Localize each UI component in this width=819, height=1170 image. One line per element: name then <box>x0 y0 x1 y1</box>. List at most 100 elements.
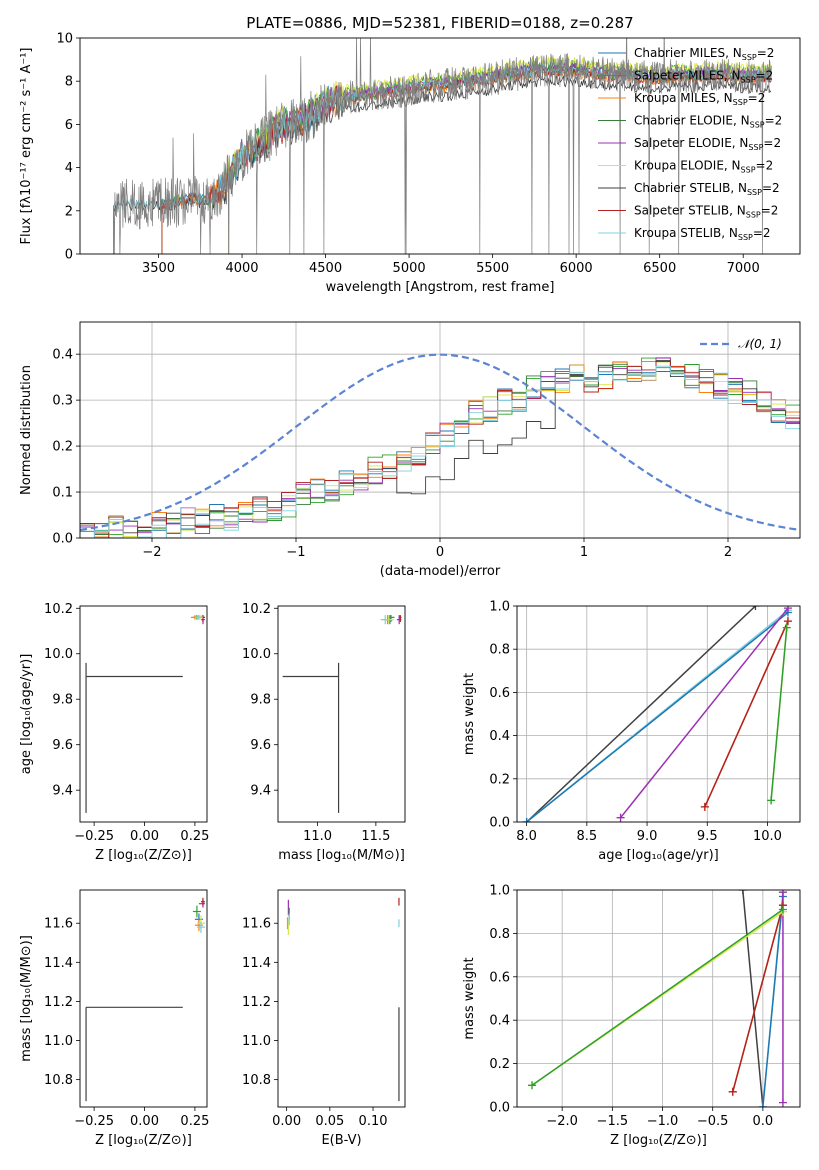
y-tick-label: 8 <box>65 75 73 90</box>
y-tick-label: 10.8 <box>242 1073 271 1088</box>
y-tick-label: 11.0 <box>44 1034 73 1049</box>
legend-label-sub: SSP <box>742 53 757 62</box>
legend-label-suffix: =2 <box>762 181 780 195</box>
weight-line <box>531 908 784 1086</box>
x-tick-label: 11.0 <box>303 829 332 844</box>
mass_vs_EBV-frame <box>277 889 406 1108</box>
age_vs_Z-axes: −0.25 0.00 0.25 9.4 9.6 9.8 10.0 10.2 Z [log₁₀(Z… <box>19 602 209 863</box>
x-axis-label: wavelength [Angstrom, rest frame] <box>326 280 555 295</box>
legend-label: Chabrier MILES, NSSP=2 <box>634 46 774 62</box>
x-tick-label: −1 <box>286 545 305 560</box>
y-tick-label: 10.2 <box>242 602 271 617</box>
y-tick-label: 0.1 <box>52 486 73 501</box>
legend-label: Kroupa ELODIE, NSSP=2 <box>634 159 773 175</box>
y-tick-label: 0.0 <box>489 816 510 831</box>
legend-label-main: Salpeter ELODIE, N <box>634 136 748 150</box>
y-tick-label: 0.6 <box>489 686 510 701</box>
legend-label-main: Kroupa MILES, N <box>634 91 733 105</box>
legend-label-main: Chabrier STELIB, N <box>634 181 747 195</box>
y-tick-label: 0.4 <box>489 1014 510 1029</box>
errorbar-point <box>196 921 205 934</box>
legend-label: Chabrier ELODIE, NSSP=2 <box>634 114 782 130</box>
legend-label-suffix: =2 <box>756 69 774 83</box>
y-tick-label: 1.0 <box>489 600 510 615</box>
residuals-histogram-line <box>80 361 800 538</box>
legend-label-main: Kroupa ELODIE, N <box>634 159 741 173</box>
weight-line <box>770 627 788 801</box>
age_vs_mass-frame <box>277 605 406 823</box>
x-axis-label: (data-model)/error <box>380 564 501 579</box>
spectrum-axes: 3500 4000 4500 5000 5500 6000 6500 7000 0 2 4 6 8 10 w… <box>19 32 760 296</box>
errorbar-point <box>194 615 203 620</box>
x-tick-label: 6000 <box>560 261 593 276</box>
y-axis-label: age [log₁₀(age/yr)] <box>19 654 34 775</box>
x-tick-label: 4500 <box>309 261 342 276</box>
mass_vs_Z-axes: −0.25 0.00 0.25 10.8 11.0 11.2 11.4 11.6 Z [log₁… <box>19 917 209 1148</box>
x-tick-label: −0.5 <box>697 1114 729 1129</box>
x-axis-label: age [log₁₀(age/yr)] <box>598 848 719 863</box>
legend-label-sub: SSP <box>738 233 753 242</box>
y-tick-label: 0.8 <box>489 927 510 942</box>
weight-marker <box>778 905 787 914</box>
y-tick-label: 9.8 <box>250 693 271 708</box>
residuals-histogram-line <box>80 357 800 538</box>
y-tick-label: 0.0 <box>52 532 73 547</box>
y-tick-label: 9.8 <box>52 693 73 708</box>
mass_vs_EBV-axes: 0.00 0.05 0.10 10.8 11.0 11.2 11.4 11.6 E(B-V) <box>242 917 387 1148</box>
legend-label-suffix: =2 <box>756 159 774 173</box>
legend-label-suffix: =2 <box>761 204 779 218</box>
y-tick-label: 2 <box>65 204 73 219</box>
errorbar-point <box>85 1006 183 1102</box>
residuals-histogram-line <box>80 361 800 538</box>
y-tick-label: 10.0 <box>44 647 73 662</box>
errorbar-point <box>200 615 205 622</box>
x-tick-label: −0.25 <box>74 1114 114 1129</box>
legend-label-suffix: =2 <box>757 46 775 60</box>
y-axis-label: mass weight <box>462 673 477 755</box>
y-tick-label: 11.4 <box>44 956 73 971</box>
weight_vs_age-axes: 8.0 8.5 9.0 9.5 10.0 0.0 0.2 0.4 0.6 0.8 1.0 age [l… <box>462 600 800 863</box>
legend-label-sub: SSP <box>747 188 762 197</box>
x-tick-label: −0.25 <box>74 829 114 844</box>
weight-line <box>526 606 756 822</box>
legend-label-sub: SSP <box>746 211 761 220</box>
legend-label-suffix: =2 <box>765 114 783 128</box>
residuals-histogram-line <box>80 361 800 535</box>
residuals-histogram-line <box>80 357 800 538</box>
legend-label: Kroupa STELIB, NSSP=2 <box>634 226 771 242</box>
errorbar-point <box>282 662 340 813</box>
spectrum-data-line <box>113 38 772 254</box>
y-tick-label: 11.6 <box>242 917 271 932</box>
legend-label-sub: SSP <box>748 143 763 152</box>
x-tick-label: 8.0 <box>516 829 537 844</box>
legend-label-sub: SSP <box>741 166 756 175</box>
age_vs_mass-axes: 11.0 11.5 9.4 9.6 9.8 10.0 10.2 mass [log₁₀(M/M… <box>242 602 405 863</box>
spectrum-frame <box>79 37 801 255</box>
legend-label: Salpeter STELIB, NSSP=2 <box>634 204 778 220</box>
y-tick-label: 11.6 <box>44 917 73 932</box>
y-tick-label: 10.2 <box>44 602 73 617</box>
x-tick-label: 3500 <box>142 261 175 276</box>
y-tick-label: 10 <box>56 32 73 47</box>
legend-label-suffix: =2 <box>753 226 771 240</box>
residuals-histogram-line <box>80 365 800 538</box>
legend-label: Salpeter MILES, NSSP=2 <box>634 69 773 85</box>
x-axis-label: Z [log₁₀(Z/Z⊙)] <box>95 848 192 863</box>
x-axis-label: Z [log₁₀(Z/Z⊙)] <box>95 1133 192 1148</box>
mass_vs_Z-frame <box>79 889 208 1108</box>
y-tick-label: 11.2 <box>44 995 73 1010</box>
weight-line <box>732 904 784 1093</box>
weight-line <box>762 896 784 1107</box>
weight-line <box>742 890 764 1107</box>
y-tick-label: 6 <box>65 118 73 133</box>
weight-series <box>522 608 792 822</box>
legend-label-sub: SSP <box>741 76 756 85</box>
weight-series <box>778 890 787 1107</box>
weight-series <box>728 901 787 1096</box>
x-tick-label: 5500 <box>476 261 509 276</box>
y-tick-label: 9.4 <box>250 784 271 799</box>
errorbar-point <box>194 919 203 932</box>
weight-series <box>767 623 791 805</box>
x-axis-label: E(B-V) <box>321 1133 361 1148</box>
x-axis-label: Z [log₁₀(Z/Z⊙)] <box>610 1133 707 1148</box>
